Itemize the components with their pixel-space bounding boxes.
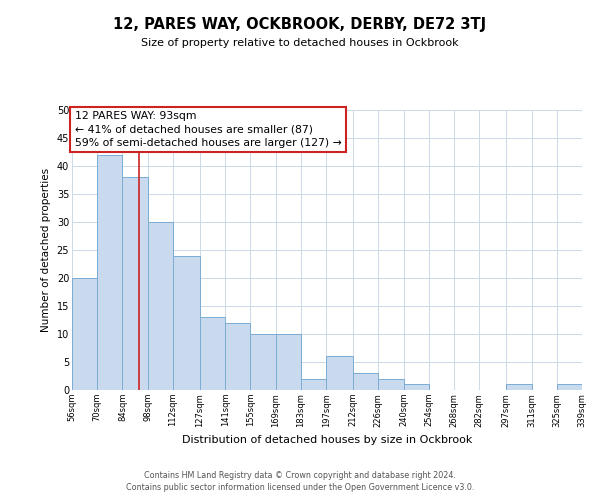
Y-axis label: Number of detached properties: Number of detached properties: [41, 168, 51, 332]
Text: 12 PARES WAY: 93sqm
← 41% of detached houses are smaller (87)
59% of semi-detach: 12 PARES WAY: 93sqm ← 41% of detached ho…: [74, 112, 341, 148]
Text: Contains HM Land Registry data © Crown copyright and database right 2024.
Contai: Contains HM Land Registry data © Crown c…: [126, 471, 474, 492]
Bar: [97, 155, 122, 390]
X-axis label: Distribution of detached houses by size in Ockbrook: Distribution of detached houses by size …: [182, 435, 472, 445]
Bar: [173, 256, 200, 390]
Bar: [353, 373, 379, 390]
Bar: [250, 334, 275, 390]
Bar: [275, 334, 301, 390]
Bar: [72, 278, 97, 390]
Bar: [148, 222, 173, 390]
Bar: [557, 384, 582, 390]
Text: 12, PARES WAY, OCKBROOK, DERBY, DE72 3TJ: 12, PARES WAY, OCKBROOK, DERBY, DE72 3TJ: [113, 18, 487, 32]
Bar: [379, 379, 404, 390]
Bar: [200, 317, 225, 390]
Bar: [301, 379, 326, 390]
Bar: [225, 323, 250, 390]
Bar: [122, 177, 148, 390]
Text: Size of property relative to detached houses in Ockbrook: Size of property relative to detached ho…: [141, 38, 459, 48]
Bar: [326, 356, 353, 390]
Bar: [404, 384, 429, 390]
Bar: [506, 384, 532, 390]
